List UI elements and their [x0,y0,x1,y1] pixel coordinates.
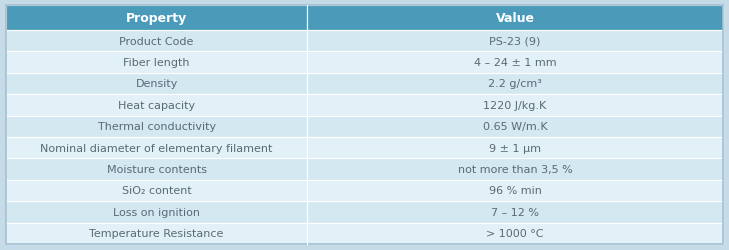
Bar [307,138,723,159]
Text: Density: Density [136,79,178,89]
Text: 1220 J/kg.K: 1220 J/kg.K [483,100,547,110]
Bar [307,223,723,244]
Bar [6,159,307,180]
Bar [307,6,723,31]
Text: 7 – 12 %: 7 – 12 % [491,207,539,217]
Bar [307,180,723,202]
Bar [6,74,307,95]
Text: Heat capacity: Heat capacity [118,100,195,110]
Text: Fiber length: Fiber length [123,58,190,68]
Text: Temperature Resistance: Temperature Resistance [90,228,224,238]
Bar [307,116,723,138]
Bar [307,202,723,223]
Text: 0.65 W/m.K: 0.65 W/m.K [483,122,547,132]
Bar [6,223,307,244]
Text: not more than 3,5 %: not more than 3,5 % [458,164,572,174]
Bar [307,74,723,95]
Text: 96 % min: 96 % min [488,186,542,196]
Text: Nominal diameter of elementary filament: Nominal diameter of elementary filament [40,143,273,153]
Bar [307,159,723,180]
Text: Loss on ignition: Loss on ignition [113,207,200,217]
Text: PS-23 (9): PS-23 (9) [489,36,541,46]
Text: 2.2 g/cm³: 2.2 g/cm³ [488,79,542,89]
Bar [6,202,307,223]
Bar [6,6,307,31]
Text: SiO₂ content: SiO₂ content [122,186,192,196]
Bar [6,138,307,159]
Text: Property: Property [126,12,187,25]
Bar [6,52,307,74]
Bar [6,95,307,116]
Bar [6,31,307,52]
Text: > 1000 °C: > 1000 °C [486,228,544,238]
Bar [6,180,307,202]
Bar [307,52,723,74]
Text: Thermal conductivity: Thermal conductivity [98,122,216,132]
Bar [307,95,723,116]
Bar [307,31,723,52]
Text: 9 ± 1 μm: 9 ± 1 μm [489,143,541,153]
Text: Value: Value [496,12,534,25]
Text: Moisture contents: Moisture contents [106,164,206,174]
Text: Product Code: Product Code [120,36,194,46]
Bar [6,116,307,138]
Text: 4 – 24 ± 1 mm: 4 – 24 ± 1 mm [474,58,556,68]
